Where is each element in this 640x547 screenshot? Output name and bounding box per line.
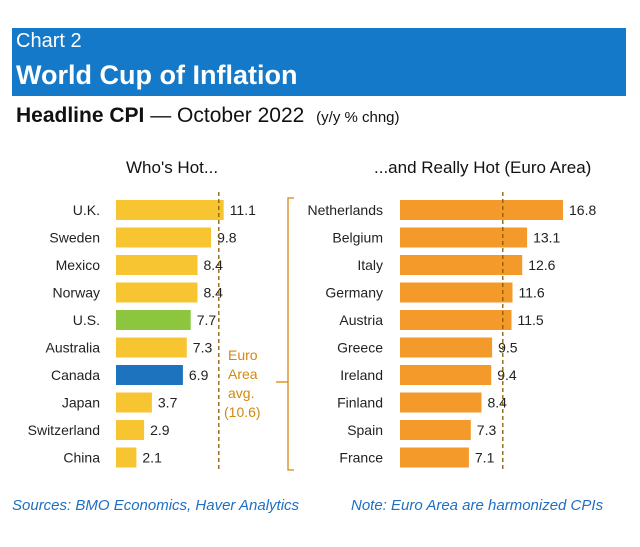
right-bar-italy	[400, 255, 523, 275]
right-bar-greece	[400, 337, 493, 358]
left-label-australia: Australia	[46, 340, 101, 356]
left-bar-australia	[116, 337, 187, 358]
left-value-china: 2.1	[142, 450, 162, 466]
right-value-greece: 9.5	[498, 340, 518, 356]
right-bar-austria	[400, 310, 512, 330]
right-label-finland: Finland	[337, 395, 383, 411]
right-label-germany: Germany	[325, 285, 383, 301]
right-bar-ireland	[400, 365, 492, 385]
left-value-mexico: 8.4	[204, 257, 224, 273]
left-bar-japan	[116, 392, 152, 413]
right-bar-netherlands	[400, 200, 563, 220]
right-value-spain: 7.3	[477, 422, 497, 438]
left-value-canada: 6.9	[189, 367, 209, 383]
right-label-italy: Italy	[357, 257, 383, 273]
left-bar-u-s	[116, 310, 191, 330]
left-label-u-k: U.K.	[73, 202, 100, 218]
right-value-netherlands: 16.8	[569, 202, 596, 218]
right-value-france: 7.1	[475, 450, 495, 466]
right-label-france: France	[339, 450, 383, 466]
left-bar-china	[116, 447, 137, 468]
euro-area-bracket-line	[287, 197, 294, 471]
right-value-belgium: 13.1	[533, 230, 560, 246]
right-value-italy: 12.6	[528, 257, 555, 273]
left-label-switzerland: Switzerland	[28, 422, 100, 438]
left-value-sweden: 9.8	[217, 230, 237, 246]
right-label-belgium: Belgium	[332, 230, 383, 246]
left-label-norway: Norway	[53, 285, 100, 301]
left-label-japan: Japan	[62, 395, 100, 411]
left-value-australia: 7.3	[193, 340, 213, 356]
left-bar-u-k	[116, 200, 224, 220]
right-bar-finland	[400, 392, 482, 413]
euro-avg-annotation-line4: (10.6)	[224, 404, 261, 420]
right-value-germany: 11.6	[519, 285, 545, 301]
left-bar-canada	[116, 365, 183, 385]
left-label-u-s: U.S.	[73, 312, 100, 328]
chart-subtitle: Headline CPI — October 2022 (y/y % chng)	[16, 104, 400, 128]
left-bar-chart: U.K. 11.1 Sweden 9.8 Mexico 8.4 Norway 8.4 U.S. 7…	[28, 192, 256, 470]
right-bar-belgium	[400, 227, 528, 248]
harmonized-note: Note: Euro Area are harmonized CPIs	[351, 497, 604, 514]
subtitle-period: — October 2022	[150, 104, 305, 127]
right-value-ireland: 9.4	[497, 367, 517, 383]
left-value-norway: 8.4	[204, 285, 224, 301]
chart-title: World Cup of Inflation	[16, 60, 298, 90]
left-label-sweden: Sweden	[49, 230, 100, 246]
euro-avg-annotation-line1: Euro	[228, 347, 258, 363]
right-value-austria: 11.5	[518, 312, 544, 328]
sources-note: Sources: BMO Economics, Haver Analytics	[12, 497, 300, 514]
subtitle-units: (y/y % chng)	[316, 109, 400, 126]
right-bar-france	[400, 447, 469, 468]
left-label-china: China	[63, 450, 100, 466]
left-bar-switzerland	[116, 420, 145, 440]
right-bar-spain	[400, 420, 471, 440]
euro-avg-annotation-line2: Area	[228, 366, 258, 382]
right-bar-chart: Netherlands 16.8 Belgium 13.1 Italy 12.6 Germa…	[308, 192, 596, 470]
euro-area-bracket	[276, 197, 294, 471]
left-label-mexico: Mexico	[56, 257, 101, 273]
left-value-u-s: 7.7	[197, 312, 217, 328]
left-bar-mexico	[116, 255, 198, 275]
header-banner: Chart 2 World Cup of Inflation	[12, 28, 626, 96]
euro-avg-annotation-line3: avg.	[228, 385, 254, 401]
left-bar-norway	[116, 282, 198, 303]
right-label-greece: Greece	[337, 340, 383, 356]
right-label-austria: Austria	[339, 312, 383, 328]
right-bar-germany	[400, 282, 513, 303]
left-value-u-k: 11.1	[230, 202, 256, 218]
right-value-finland: 8.4	[488, 395, 508, 411]
left-panel-title: Who's Hot...	[126, 158, 219, 177]
right-panel-title: ...and Really Hot (Euro Area)	[374, 158, 592, 177]
left-value-switzerland: 2.9	[150, 422, 170, 438]
right-label-spain: Spain	[347, 422, 383, 438]
right-label-netherlands: Netherlands	[308, 202, 384, 218]
left-value-japan: 3.7	[158, 395, 178, 411]
left-label-canada: Canada	[51, 367, 100, 383]
right-label-ireland: Ireland	[340, 367, 383, 383]
chart-number: Chart 2	[16, 30, 82, 52]
left-bar-sweden	[116, 227, 212, 248]
subtitle-measure: Headline CPI	[16, 104, 145, 127]
